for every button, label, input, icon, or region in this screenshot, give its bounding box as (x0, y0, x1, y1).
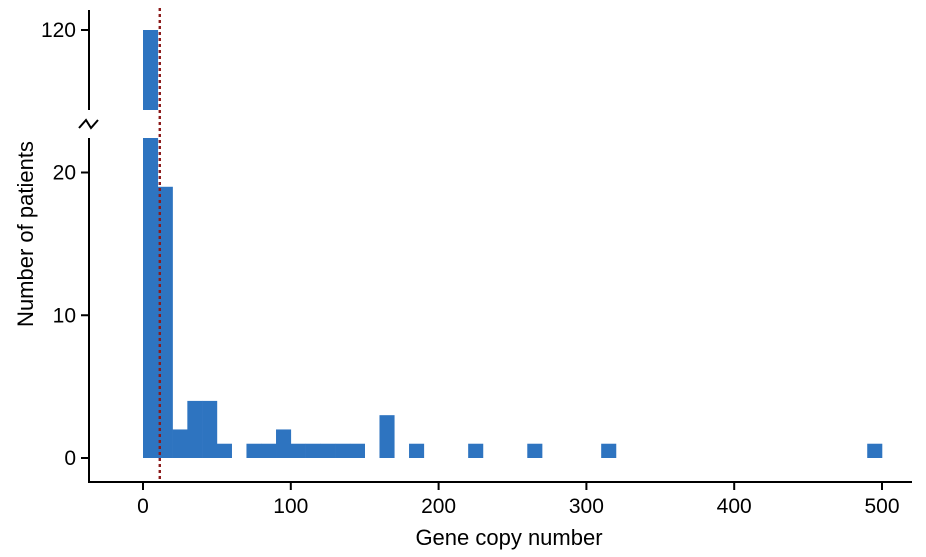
x-tick-label: 300 (569, 495, 604, 518)
bar (143, 138, 159, 458)
bar (172, 429, 188, 458)
bar (261, 443, 277, 458)
axes (78, 10, 912, 483)
y-tick-label: 10 (53, 304, 76, 327)
bar (379, 415, 395, 458)
bar (320, 443, 336, 458)
bar (290, 443, 306, 458)
x-tick-label: 400 (717, 495, 752, 518)
y-tick-label: 20 (53, 162, 76, 185)
y-axis-title: Number of patients (13, 141, 38, 327)
bar (409, 443, 425, 458)
y-tick-label: 0 (64, 447, 76, 470)
bar (305, 443, 321, 458)
x-tick-label: 100 (273, 495, 308, 518)
bar (246, 443, 262, 458)
bar (867, 443, 883, 458)
bar (187, 400, 203, 458)
bars (143, 30, 883, 458)
y-tick-label: 120 (41, 19, 76, 42)
bar (202, 400, 218, 458)
x-tick-label: 500 (864, 495, 899, 518)
ticks: 0 100 200 300 400 500 0 10 20 120 (41, 19, 900, 518)
bar (601, 443, 617, 458)
x-tick-label: 200 (421, 495, 456, 518)
bar-upper (143, 30, 159, 110)
bar (157, 186, 173, 458)
bar (276, 429, 292, 458)
x-axis-title: Gene copy number (415, 525, 602, 550)
bar (335, 443, 351, 458)
axis-break-mark (78, 118, 99, 130)
bar (216, 443, 232, 458)
x-tick-label: 0 (137, 495, 149, 518)
bar (468, 443, 484, 458)
bar (349, 443, 365, 458)
bar (527, 443, 543, 458)
